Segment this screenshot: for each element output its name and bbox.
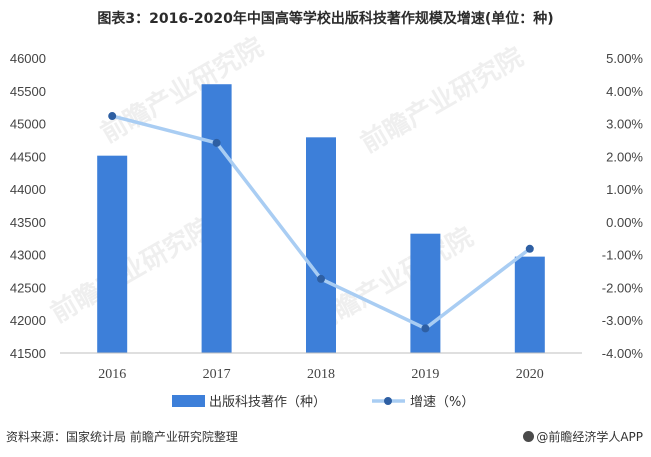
y-right-tick-label: 5.00%	[606, 51, 643, 66]
y-left-tick-label: 45500	[10, 84, 46, 99]
bar-2019	[410, 233, 441, 353]
legend-bar-swatch	[172, 395, 205, 407]
y-left-tick-label: 42000	[10, 313, 46, 328]
bar-2018	[306, 137, 336, 353]
y-left-tick-label: 46000	[10, 51, 46, 66]
legend-line-marker	[384, 397, 392, 405]
bar-2017	[201, 84, 232, 353]
y-left-tick-label: 43500	[10, 215, 46, 230]
y-right-tick-label: -2.00%	[602, 280, 644, 295]
y-left-tick-label: 43000	[10, 248, 46, 263]
y-right-tick-label: 1.00%	[606, 182, 643, 197]
x-tick-label: 2020	[516, 367, 544, 382]
y-left-tick-label: 42500	[10, 280, 46, 295]
growth-point-2020	[525, 244, 534, 253]
y-right-tick-label: -1.00%	[602, 248, 644, 263]
y-left-tick-label: 45000	[10, 117, 46, 132]
bar-2016	[97, 155, 128, 353]
y-right-tick-label: 3.00%	[606, 117, 643, 132]
legend-bar-label: 出版科技著作（种）	[209, 395, 326, 410]
brand-label: @前瞻经济学人APP	[523, 428, 643, 445]
source-note: 资料来源：国家统计局 前瞻产业研究院整理	[6, 430, 238, 444]
brand-text: @前瞻经济学人APP	[536, 430, 643, 444]
x-tick-label: 2016	[98, 367, 126, 382]
bar-2020	[514, 256, 545, 353]
growth-point-2017	[212, 138, 221, 147]
growth-point-2018	[317, 274, 325, 283]
chart-title: 图表3：2016-2020年中国高等学校出版科技著作规模及增速(单位：种)	[97, 11, 554, 27]
y-left-tick-label: 44500	[10, 149, 46, 164]
legend-line-label: 增速（%）	[410, 395, 474, 410]
y-left-tick-label: 41500	[10, 346, 46, 361]
y-left-tick-label: 44000	[10, 182, 46, 197]
brand-logo-icon	[523, 431, 535, 442]
y-right-tick-label: -4.00%	[602, 346, 644, 361]
growth-point-2019	[421, 324, 430, 333]
x-tick-label: 2017	[203, 367, 231, 382]
y-right-tick-label: 0.00%	[606, 215, 643, 230]
x-tick-label: 2019	[411, 367, 439, 382]
y-right-tick-label: -3.00%	[602, 313, 644, 328]
y-right-tick-label: 2.00%	[606, 149, 643, 164]
y-right-tick-label: 4.00%	[606, 84, 643, 99]
x-tick-label: 2018	[307, 367, 335, 382]
growth-point-2016	[108, 112, 117, 121]
